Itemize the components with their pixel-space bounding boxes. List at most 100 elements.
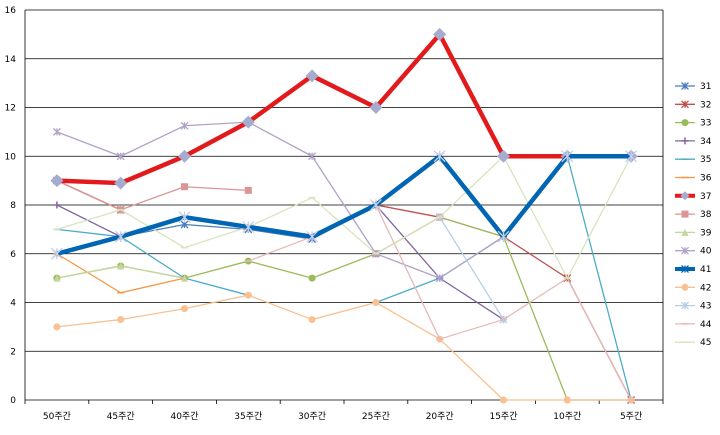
series-40 (52, 118, 508, 283)
data-point (680, 191, 690, 201)
series-37 (50, 27, 638, 190)
data-point (433, 27, 447, 41)
data-point (53, 274, 61, 282)
legend-item: 42 (675, 283, 711, 293)
legend-item: 37 (675, 191, 711, 202)
legend-label: 44 (700, 320, 712, 330)
data-point (178, 211, 191, 224)
data-point (500, 396, 507, 404)
x-tick-label: 10주간 (553, 411, 581, 422)
series-38 (53, 177, 444, 258)
data-point (52, 127, 61, 136)
legend-label: 38 (700, 210, 712, 220)
legend-label: 36 (700, 174, 712, 184)
data-point (178, 149, 191, 163)
series-36 (53, 253, 188, 294)
data-point (181, 274, 188, 282)
data-point (50, 247, 63, 260)
x-tick-label: 40주간 (170, 411, 198, 422)
series-line (56, 253, 185, 294)
series-line (56, 121, 504, 279)
y-tick-label: 14 (5, 55, 17, 65)
legend-label: 32 (700, 100, 711, 110)
legend-item: 33 (675, 119, 711, 129)
legend-label: 41 (700, 265, 711, 275)
x-tick-label: 35주간 (234, 411, 262, 422)
data-point (563, 396, 571, 404)
data-point (181, 305, 188, 313)
data-point (50, 174, 64, 188)
y-tick-label: 16 (5, 6, 17, 16)
x-tick-label: 5주간 (620, 411, 642, 422)
legend-item: 34 (675, 137, 712, 147)
legend-item: 39 (675, 228, 712, 238)
legend-label: 45 (700, 338, 711, 348)
data-point (681, 210, 689, 218)
y-tick-label: 4 (10, 299, 16, 309)
data-point (308, 274, 316, 282)
legend: 31 32 33 34 35 36 37 38 39 40 41 42 43 44 45 (675, 82, 712, 348)
series-39 (53, 262, 188, 282)
data-point (497, 149, 510, 163)
data-point (306, 230, 319, 243)
series-35 (53, 155, 635, 401)
data-point (681, 119, 689, 127)
data-point (681, 301, 689, 310)
series-line (56, 216, 632, 401)
legend-item: 35 (675, 155, 711, 165)
series-line (56, 180, 632, 401)
legend-item: 36 (675, 174, 712, 184)
data-point (372, 299, 380, 306)
x-tick-label: 25주간 (362, 411, 390, 422)
legend-item: 43 (675, 302, 711, 312)
legend-item: 38 (675, 210, 712, 220)
x-tick-label: 50주간 (43, 411, 71, 422)
data-point (242, 220, 255, 233)
series-line (56, 154, 632, 256)
y-tick-label: 6 (10, 250, 16, 260)
series-line (56, 32, 632, 186)
data-point (308, 152, 317, 161)
data-point (561, 150, 574, 163)
data-point (369, 199, 382, 211)
data-point (681, 82, 689, 90)
legend-label: 43 (700, 302, 711, 312)
data-point (53, 201, 61, 209)
legend-label: 31 (700, 82, 711, 92)
data-point (117, 262, 125, 270)
legend-label: 34 (700, 137, 712, 147)
series-line (439, 216, 505, 320)
y-tick-label: 8 (10, 201, 16, 211)
data-point (114, 176, 128, 190)
data-point (308, 316, 316, 324)
legend-label: 39 (700, 228, 712, 238)
data-point (497, 230, 510, 243)
legend-label: 35 (700, 155, 711, 165)
data-point (244, 291, 252, 299)
data-point (681, 283, 689, 291)
data-point (433, 150, 446, 163)
data-point (681, 228, 689, 236)
legend-label: 33 (700, 119, 711, 129)
data-point (241, 115, 255, 129)
legend-label: 37 (700, 192, 711, 202)
y-tick-label: 12 (5, 104, 16, 114)
legend-item: 44 (675, 320, 712, 330)
series-line (56, 155, 632, 401)
series-line (56, 294, 632, 401)
data-point (117, 316, 125, 324)
series-33 (53, 213, 635, 404)
legend-label: 42 (700, 283, 711, 293)
data-point (625, 150, 638, 163)
data-point (681, 246, 689, 255)
legend-item: 41 (675, 265, 711, 275)
data-point (681, 137, 689, 145)
data-point (114, 230, 127, 243)
legend-label: 40 (700, 247, 712, 257)
data-point (244, 186, 252, 194)
data-point (181, 183, 188, 191)
x-tick-label: 45주간 (107, 411, 135, 422)
legend-item: 31 (675, 82, 711, 92)
